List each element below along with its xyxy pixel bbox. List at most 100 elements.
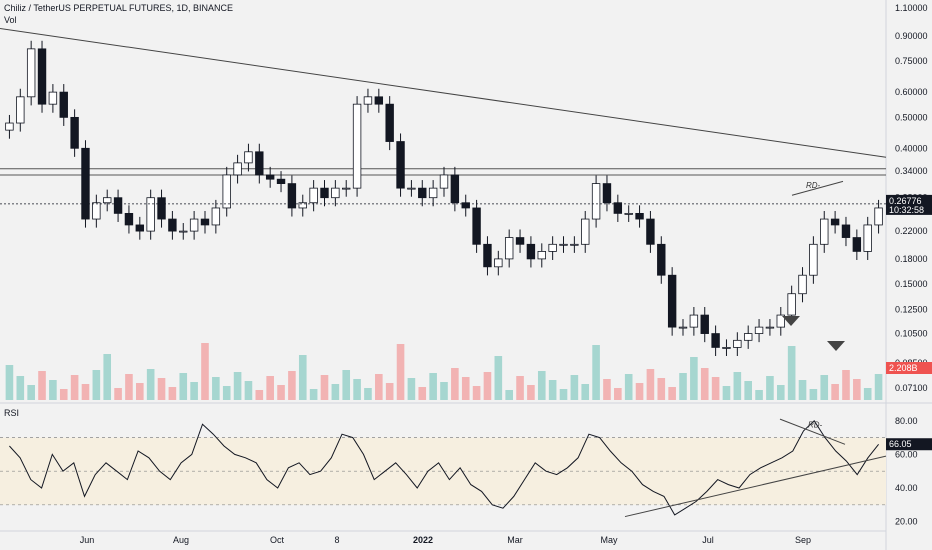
- time-tick-label: May: [600, 535, 618, 545]
- candle-body: [418, 187, 427, 199]
- volume-bar: [407, 378, 416, 400]
- volume-bar: [288, 371, 296, 400]
- volume-bar: [364, 388, 372, 400]
- candle-body: [439, 174, 449, 189]
- volume-bar: [190, 382, 198, 400]
- volume-bar: [255, 390, 264, 400]
- candle-body: [48, 91, 58, 105]
- volume-bar: [38, 371, 46, 400]
- candle-body: [168, 218, 177, 232]
- volume-bar: [592, 345, 600, 400]
- candle-body: [103, 197, 112, 204]
- candle-body: [602, 183, 612, 204]
- volume-bar: [342, 370, 351, 400]
- candle-body: [570, 243, 579, 246]
- volume-bar: [451, 368, 459, 400]
- time-tick-label: 2022: [413, 535, 433, 545]
- volume-bar: [266, 376, 274, 400]
- candle-body: [157, 197, 166, 220]
- volume-bar: [744, 381, 752, 400]
- price-tick-label: 0.90000: [895, 31, 928, 41]
- volume-bar: [505, 390, 513, 400]
- time-tick-label: Aug: [173, 535, 189, 545]
- price-tick-label: 0.07100: [895, 383, 928, 393]
- candle-body: [407, 187, 416, 190]
- volume-bar: [125, 374, 133, 400]
- volume-bar: [711, 377, 720, 400]
- volume-bar: [548, 380, 557, 400]
- volume-bar: [614, 388, 622, 400]
- volume-bar: [81, 384, 90, 400]
- candle-body: [689, 314, 699, 328]
- candle-body: [287, 183, 297, 209]
- volume-bar: [798, 380, 807, 400]
- candle-body: [722, 347, 731, 349]
- candle-body: [16, 96, 25, 124]
- volume-bar: [461, 377, 470, 400]
- volume-bar: [222, 386, 231, 400]
- price-divergence-label: RD-: [806, 181, 821, 190]
- candle-body: [396, 141, 405, 189]
- volume-bar: [212, 377, 220, 400]
- volume-bar: [853, 379, 861, 400]
- volume-bar: [277, 385, 285, 400]
- candle-body: [504, 237, 514, 260]
- candle-body: [483, 243, 492, 268]
- volume-bar: [679, 373, 687, 400]
- candle-body: [787, 293, 796, 316]
- rsi-tick-label: 60.00: [895, 449, 918, 459]
- volume-bar: [244, 381, 253, 400]
- volume-bar: [842, 370, 850, 400]
- candle-body: [211, 207, 221, 226]
- volume-bar: [766, 376, 774, 400]
- volume-bar: [494, 356, 503, 400]
- candle-body: [265, 174, 275, 180]
- volume-bar: [516, 376, 524, 400]
- volume-value-label: 2.208B: [889, 363, 918, 373]
- volume-bar: [320, 375, 329, 400]
- candle-body: [26, 48, 36, 98]
- candle-body: [591, 183, 601, 220]
- price-tick-label: 0.34000: [895, 166, 928, 176]
- volume-bar: [722, 386, 731, 400]
- price-tick-label: 0.40000: [895, 143, 928, 153]
- volume-bar: [418, 387, 427, 400]
- time-tick-label: Jun: [80, 535, 95, 545]
- candle-body: [809, 243, 818, 276]
- volume-bar: [331, 384, 340, 400]
- rsi-line: [9, 420, 879, 516]
- candle-body: [624, 212, 633, 215]
- rsi-tick-label: 40.00: [895, 483, 918, 493]
- volume-bar: [146, 369, 155, 400]
- volume-bar: [570, 375, 579, 400]
- candle-body: [711, 333, 720, 348]
- volume-bar: [527, 385, 535, 400]
- volume-bar: [646, 369, 655, 400]
- candle-body: [233, 162, 242, 176]
- candle-body: [494, 258, 503, 268]
- downtrend-line: [0, 27, 887, 158]
- volume-bar: [635, 383, 644, 400]
- price-tick-label: 0.12500: [895, 304, 928, 314]
- candle-body: [667, 274, 677, 328]
- price-tick-label: 0.15000: [895, 279, 928, 289]
- candle-body: [428, 187, 438, 199]
- candle-body: [461, 202, 470, 209]
- volume-bar: [309, 389, 318, 400]
- rsi-divergence-label: RD-: [808, 421, 823, 430]
- price-tick-label: 0.10500: [895, 329, 928, 339]
- candle-body: [113, 197, 123, 214]
- candle-body: [189, 218, 199, 232]
- time-tick-label: Sep: [795, 535, 811, 545]
- volume-bar: [755, 390, 763, 400]
- volume-bar: [657, 378, 666, 400]
- volume-bar: [603, 379, 611, 400]
- candle-body: [830, 218, 840, 226]
- volume-tag: [886, 362, 932, 374]
- volume-bar: [114, 388, 122, 400]
- volume-bar: [375, 374, 383, 400]
- rsi-value-label: 66.05: [889, 439, 912, 449]
- volume-bar: [537, 371, 546, 400]
- candle-body: [244, 151, 253, 164]
